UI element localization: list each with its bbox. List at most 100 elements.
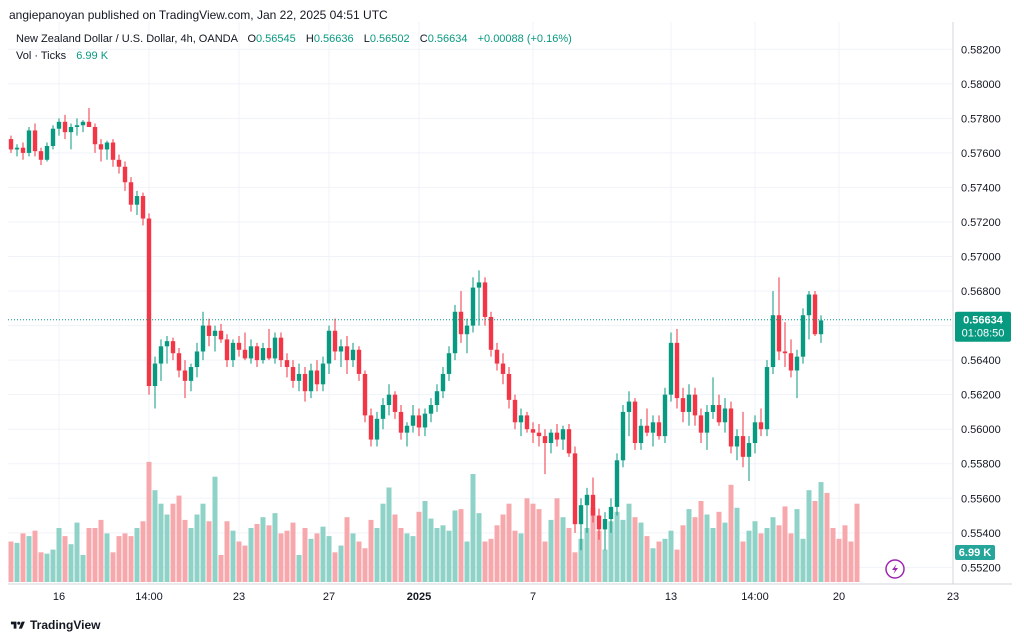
candle <box>8 135 14 153</box>
volume-bar <box>602 549 608 582</box>
volume-bar <box>596 530 602 582</box>
candle <box>614 453 620 516</box>
candle <box>152 356 158 409</box>
candle-body <box>356 349 362 374</box>
volume-bar <box>710 528 716 582</box>
volume-bar <box>458 509 464 582</box>
candle <box>14 144 20 157</box>
candle <box>716 394 722 426</box>
candle <box>362 370 368 423</box>
volume-bar <box>722 522 728 582</box>
price-tick-label: 0.55800 <box>961 459 1001 471</box>
volume-bar <box>662 538 668 582</box>
candle-body <box>272 337 278 359</box>
price-tick-label: 0.56400 <box>961 355 1001 367</box>
volume-bar <box>62 536 68 582</box>
volume-bar <box>776 525 782 582</box>
time-axis[interactable]: 16 14:00 23 27 2025 7 13 14:00 20 23 <box>53 591 959 603</box>
candle-body <box>278 337 284 361</box>
candle-body <box>626 401 632 412</box>
candle-body <box>116 159 122 167</box>
volume-bar <box>626 503 632 582</box>
price-tick-label: 0.57800 <box>961 113 1001 125</box>
candle <box>116 154 122 174</box>
volume-bar <box>170 503 176 582</box>
price-axis[interactable]: 0.58200 0.58000 0.57800 0.57600 0.57400 0.572… <box>961 44 1001 574</box>
volume-bar <box>674 549 680 582</box>
volume-bar <box>284 530 290 582</box>
volume-bar <box>422 501 428 582</box>
volume-value: 6.99 K <box>76 50 109 62</box>
candle <box>596 508 602 540</box>
candle-body <box>416 415 422 428</box>
candle-body <box>8 139 14 150</box>
volume-label[interactable]: Vol · Ticks <box>16 50 67 62</box>
candle-body <box>140 196 146 219</box>
volume-bar <box>824 492 830 582</box>
volume-bar <box>272 513 278 582</box>
candle <box>290 360 296 388</box>
candle-body <box>188 367 194 381</box>
volume-bar <box>848 541 854 582</box>
candle-body <box>806 294 812 316</box>
volume-bar <box>578 538 584 582</box>
candle <box>194 342 200 378</box>
footer-brand: TradingView <box>30 618 101 632</box>
candle <box>632 398 638 450</box>
candle <box>230 339 236 368</box>
candle-body <box>308 370 314 392</box>
volume-bar <box>344 517 350 582</box>
candle-body <box>230 342 236 361</box>
candle <box>392 391 398 419</box>
candle <box>464 318 470 354</box>
volume-bar <box>134 528 140 582</box>
candle <box>332 318 338 361</box>
candle <box>80 120 86 133</box>
volume-bar <box>260 517 266 582</box>
candle-body <box>86 121 92 127</box>
volume-bar <box>200 503 206 582</box>
countdown-label: 01:08:50 <box>962 328 1005 340</box>
volume-bar <box>488 538 494 582</box>
volume-bar <box>68 544 74 582</box>
time-tick-label: 16 <box>53 591 65 603</box>
volume-bar <box>194 514 200 582</box>
volume-bar <box>818 482 824 582</box>
candle-body <box>740 436 746 457</box>
high-label: H <box>305 33 314 45</box>
volume-bar <box>278 533 284 582</box>
volume-bar <box>686 509 692 582</box>
candle <box>704 405 710 450</box>
candle-body <box>344 346 350 361</box>
candle-body <box>254 346 260 361</box>
time-tick-label: 20 <box>833 591 845 603</box>
candle <box>656 415 662 440</box>
volume-bar <box>806 490 812 582</box>
volume-bar <box>266 525 272 582</box>
price-tick-label: 0.56200 <box>961 390 1001 402</box>
symbol-title[interactable]: New Zealand Dollar / U.S. Dollar, 4h, OA… <box>16 33 238 45</box>
candle-body <box>698 415 704 433</box>
candle-body <box>92 126 98 145</box>
volume-bar <box>158 503 164 582</box>
candle <box>326 325 332 374</box>
candle-body <box>362 373 368 416</box>
candle <box>698 408 704 444</box>
tradingview-footer[interactable]: TradingView <box>10 618 100 632</box>
volume-bar <box>404 533 410 582</box>
volume-bar <box>770 517 776 582</box>
candle <box>602 512 608 551</box>
candle <box>368 408 374 447</box>
candle <box>212 325 218 352</box>
candle-body <box>812 294 818 335</box>
volume-bar <box>470 474 476 582</box>
candle-body <box>554 432 560 440</box>
candle <box>572 446 578 533</box>
lightning-icon[interactable] <box>885 559 905 579</box>
candle-body <box>584 494 590 506</box>
candle-body <box>80 121 86 126</box>
volume-badge-label: 6.99 K <box>959 547 991 559</box>
candle-body <box>542 436 548 444</box>
volume-bar <box>242 545 248 582</box>
